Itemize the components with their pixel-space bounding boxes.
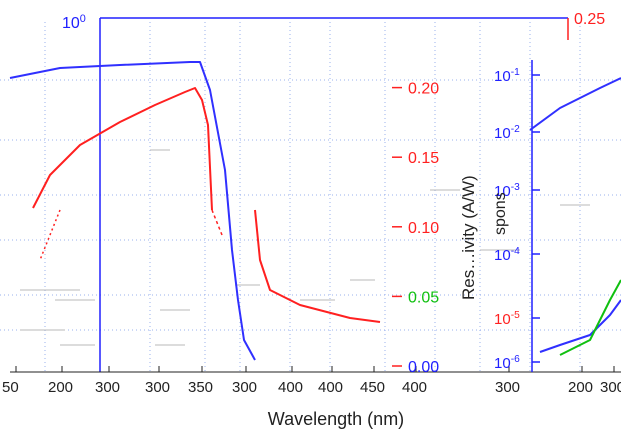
left-axis-tick-label: 100: [62, 13, 86, 32]
series-layer: [9, 61, 621, 361]
x-axis-tick-label: 300: [95, 379, 120, 396]
series-line-dashed: [211, 209, 223, 236]
inset-axis-tick-label: 10-6: [494, 354, 520, 372]
x-axis-tick-label: 300: [232, 379, 257, 396]
inset-axis-tick-label: 10-1: [494, 67, 520, 85]
x-axis-tick-label: 200: [48, 379, 73, 396]
x-axis-tick-label: 300: [145, 379, 170, 396]
x-axis-tick-label: 200: [568, 379, 593, 396]
series-line-4: [529, 77, 621, 131]
x-axis-tick-label: 450: [360, 379, 385, 396]
series-line-3: [254, 209, 381, 323]
right-axis-tick-label: 0.00: [408, 359, 439, 376]
grid-lines: [0, 22, 621, 372]
inset-axis-tick-label: 10-4: [494, 246, 520, 264]
x-axis-tick-label: 400: [318, 379, 343, 396]
series-line-1: [9, 61, 256, 361]
x-axis-tick-label: 400: [402, 379, 427, 396]
right-axis-tick-label: 0.20: [408, 81, 439, 98]
right-axis-tick-label: 0.05: [408, 289, 439, 306]
inset-axis-tick-label: 10-2: [494, 124, 520, 142]
series-line-2: [32, 87, 213, 211]
right-axis-title: Res…ivity (A/W): [459, 175, 478, 300]
inset-axis-tick-label: 10-5: [494, 310, 520, 328]
series-line-dashed: [39, 209, 61, 261]
series-line-5: [539, 299, 621, 353]
x-axis-tick-label: 300: [600, 379, 621, 396]
right-axis-tick-label: 0.10: [408, 220, 439, 237]
x-axis-tick-label: 400: [278, 379, 303, 396]
x-axis-tick-label: 300: [495, 379, 520, 396]
x-axis-tick-label: 350: [188, 379, 213, 396]
inset-axis-tick-label: 10-3: [494, 182, 520, 200]
x-axis-tick-label: 50: [2, 379, 19, 396]
series-line-6: [559, 279, 621, 356]
axes: [10, 17, 621, 373]
right-axis-tick-label: 0.15: [408, 150, 439, 167]
label-layer: 100 0.00 0.05 0.10 0.15 0.20 0.25 Res…ivity (A/…: [2, 11, 621, 429]
x-axis-title: Wavelength (nm): [268, 409, 404, 429]
right-axis-tick-label: 0.25: [574, 11, 605, 28]
inset-axis-title: spons: [492, 192, 509, 235]
